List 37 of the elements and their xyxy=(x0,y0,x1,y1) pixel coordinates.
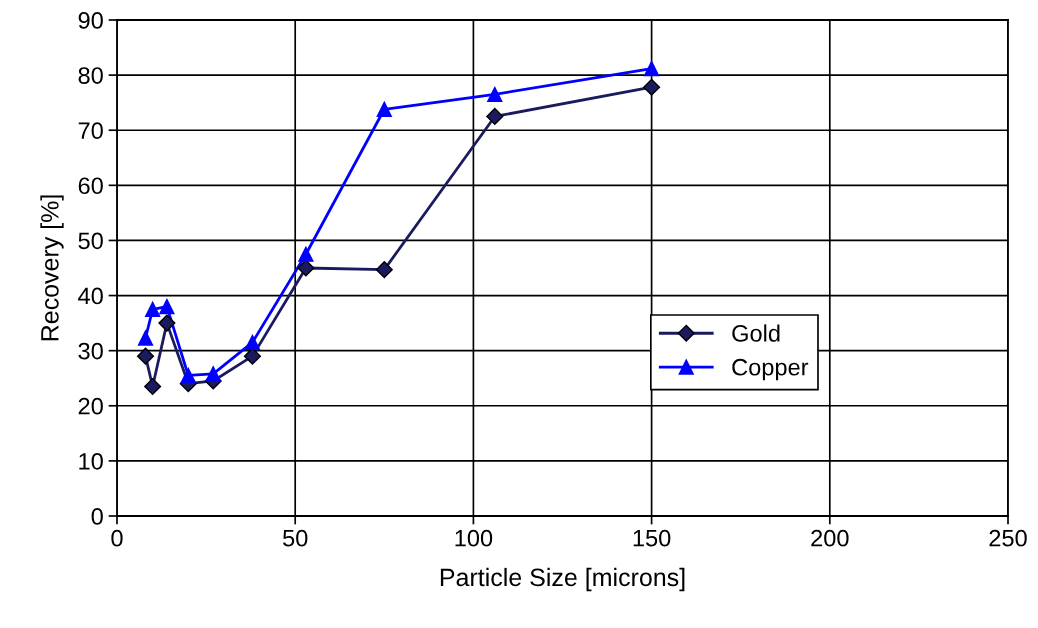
x-tick-label: 150 xyxy=(633,529,671,547)
x-tick-label: 200 xyxy=(811,529,849,547)
point xyxy=(159,298,175,315)
point xyxy=(137,330,154,346)
y-tick-label: 30 xyxy=(78,342,103,360)
point xyxy=(158,314,176,332)
point xyxy=(643,78,661,96)
legend-label: Gold xyxy=(732,324,780,342)
point xyxy=(205,366,221,382)
point xyxy=(136,347,155,365)
point xyxy=(376,101,392,117)
y-tick-label: 90 xyxy=(78,12,103,29)
y-tick-label: 40 xyxy=(78,287,103,305)
y-tick-label: 60 xyxy=(78,177,103,195)
point xyxy=(643,60,660,77)
point xyxy=(375,261,393,279)
y-tick-label: 20 xyxy=(78,397,103,415)
point xyxy=(144,377,162,396)
x-tick-label: 100 xyxy=(455,529,493,547)
point xyxy=(297,259,315,277)
legend-label: Copper xyxy=(732,358,809,381)
point xyxy=(145,301,161,317)
point xyxy=(180,367,196,384)
y-axis-title: Recovery [%] xyxy=(40,195,64,341)
x-tick-label: 0 xyxy=(111,529,123,547)
x-axis-title: Particle Size [microns] xyxy=(440,567,685,592)
y-tick-label: 70 xyxy=(78,122,103,140)
y-tick-label: 80 xyxy=(78,67,103,84)
x-tick-label: 250 xyxy=(989,529,1027,547)
x-tick-label: 50 xyxy=(283,529,308,547)
point xyxy=(298,246,314,262)
y-tick-label: 50 xyxy=(78,232,103,250)
y-tick-label: 10 xyxy=(79,452,103,470)
y-tick-label: 0 xyxy=(91,508,103,525)
point xyxy=(486,107,504,125)
point xyxy=(487,86,503,103)
point xyxy=(244,334,261,351)
